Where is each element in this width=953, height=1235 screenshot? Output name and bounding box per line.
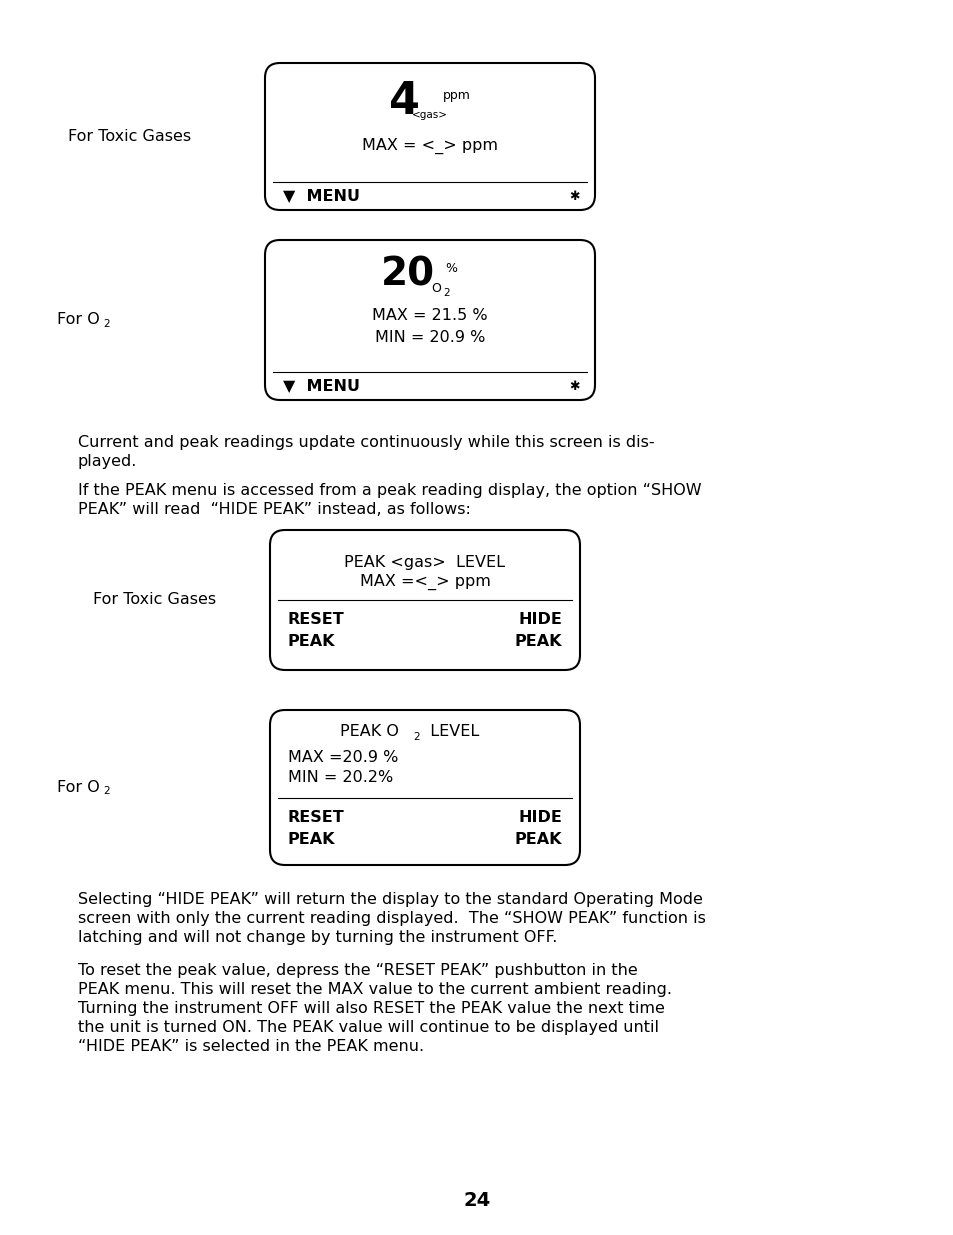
Text: Turning the instrument OFF will also RESET the PEAK value the next time: Turning the instrument OFF will also RES… [78,1002,664,1016]
Text: PEAK” will read  “HIDE PEAK” instead, as follows:: PEAK” will read “HIDE PEAK” instead, as … [78,501,471,517]
Text: Current and peak readings update continuously while this screen is dis-: Current and peak readings update continu… [78,435,654,450]
Text: latching and will not change by turning the instrument OFF.: latching and will not change by turning … [78,930,557,945]
Text: 2: 2 [103,319,110,329]
Text: PEAK: PEAK [514,635,561,650]
Text: If the PEAK menu is accessed from a peak reading display, the option “SHOW: If the PEAK menu is accessed from a peak… [78,483,700,498]
Text: PEAK <gas>  LEVEL: PEAK <gas> LEVEL [344,555,505,571]
Text: HIDE: HIDE [517,613,561,627]
FancyBboxPatch shape [265,63,595,210]
Text: PEAK O: PEAK O [339,725,398,740]
Text: RESET: RESET [288,810,344,825]
Text: 2: 2 [442,288,449,298]
Text: Selecting “HIDE PEAK” will return the display to the standard Operating Mode: Selecting “HIDE PEAK” will return the di… [78,892,702,906]
Text: MAX =20.9 %: MAX =20.9 % [288,751,398,766]
Text: To reset the peak value, depress the “RESET PEAK” pushbutton in the: To reset the peak value, depress the “RE… [78,963,638,978]
FancyBboxPatch shape [270,710,579,864]
FancyBboxPatch shape [270,530,579,671]
Text: ✱: ✱ [569,189,579,203]
Text: MAX = 21.5 %: MAX = 21.5 % [372,308,487,322]
Text: ✱: ✱ [569,379,579,393]
Text: <gas>: <gas> [412,110,448,120]
Text: 2: 2 [103,787,110,797]
Text: For O: For O [57,781,100,795]
Text: PEAK menu. This will reset the MAX value to the current ambient reading.: PEAK menu. This will reset the MAX value… [78,982,671,997]
Text: PEAK: PEAK [288,832,335,847]
Text: played.: played. [78,454,137,469]
Text: MAX = <_> ppm: MAX = <_> ppm [361,138,497,154]
Text: 4: 4 [389,79,420,122]
Text: HIDE: HIDE [517,810,561,825]
Text: 2: 2 [413,732,419,742]
Text: MIN = 20.9 %: MIN = 20.9 % [375,330,485,345]
Text: ppm: ppm [442,89,471,103]
Text: O: O [431,282,440,294]
Text: PEAK: PEAK [288,635,335,650]
Text: MIN = 20.2%: MIN = 20.2% [288,771,393,785]
Text: screen with only the current reading displayed.  The “SHOW PEAK” function is: screen with only the current reading dis… [78,911,705,926]
Text: MAX =<_> ppm: MAX =<_> ppm [359,574,490,590]
Text: For O: For O [57,312,100,327]
Text: %: % [444,262,456,274]
Text: ▼  MENU: ▼ MENU [283,378,359,394]
FancyBboxPatch shape [265,240,595,400]
Text: 20: 20 [380,256,435,294]
Text: LEVEL: LEVEL [419,725,478,740]
Text: ▼  MENU: ▼ MENU [283,189,359,204]
Text: the unit is turned ON. The PEAK value will continue to be displayed until: the unit is turned ON. The PEAK value wi… [78,1020,659,1035]
Text: For Toxic Gases: For Toxic Gases [69,128,192,144]
Text: “HIDE PEAK” is selected in the PEAK menu.: “HIDE PEAK” is selected in the PEAK menu… [78,1039,424,1053]
Text: RESET: RESET [288,613,344,627]
Text: 24: 24 [463,1191,490,1209]
Text: PEAK: PEAK [514,832,561,847]
Text: For Toxic Gases: For Toxic Gases [93,593,216,608]
